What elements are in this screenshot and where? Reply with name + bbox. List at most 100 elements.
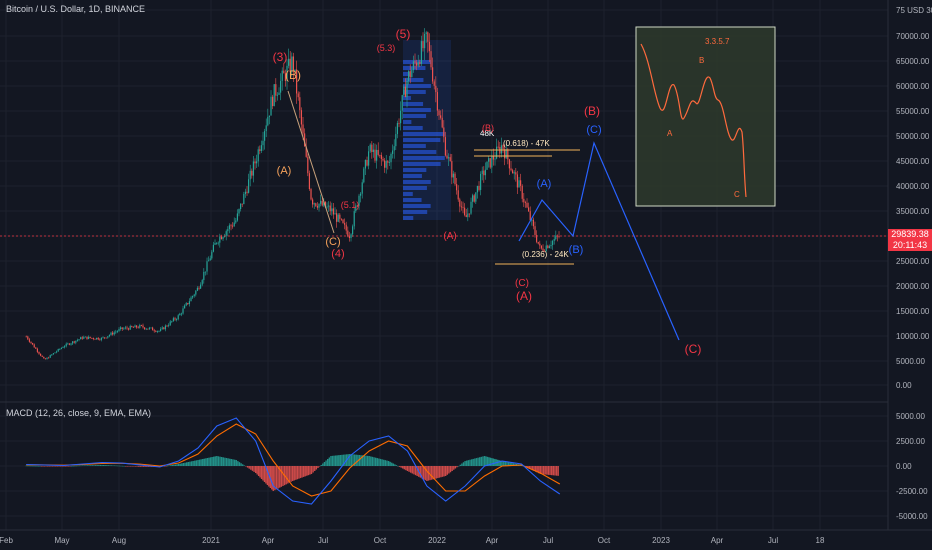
- macd-histogram-bar: [392, 463, 395, 466]
- candle-body: [198, 287, 200, 289]
- macd-histogram-bar: [66, 466, 68, 467]
- trend-line-b-c: [287, 90, 335, 234]
- macd-histogram-bar: [426, 466, 428, 481]
- candle-body: [99, 339, 101, 341]
- candle-body: [176, 319, 178, 320]
- candle-body: [68, 343, 71, 345]
- candle-body: [345, 224, 347, 231]
- macd-histogram-bar: [358, 455, 361, 466]
- macd-histogram-bar: [125, 466, 127, 467]
- macd-histogram-bar: [81, 465, 84, 466]
- candle-body: [376, 149, 378, 161]
- volume-profile-bar: [403, 120, 412, 124]
- macd-histogram-bar: [409, 466, 412, 473]
- macd-histogram-bar: [131, 466, 133, 467]
- time-tick-label: May: [54, 536, 69, 545]
- candle-body: [401, 95, 403, 111]
- macd-histogram-bar: [554, 466, 556, 476]
- candle-body: [292, 56, 295, 72]
- candle-body: [33, 344, 35, 348]
- candle-body: [272, 96, 274, 107]
- macd-histogram-bar: [494, 458, 496, 466]
- macd-histogram-bar: [144, 466, 146, 467]
- candle-body: [326, 206, 328, 208]
- candle-body: [416, 62, 418, 66]
- candle-body: [201, 280, 203, 285]
- candle-body: [153, 330, 155, 332]
- macd-histogram-bar: [419, 466, 422, 478]
- macd-histogram-bar: [295, 466, 297, 480]
- candle-body: [302, 124, 304, 134]
- macd-tick-label: 5000.00: [896, 412, 925, 421]
- candle-body: [43, 356, 45, 359]
- candle-body: [256, 161, 258, 164]
- candle-body: [523, 198, 525, 203]
- candle-body: [342, 219, 344, 224]
- macd-histogram-bar: [557, 466, 559, 476]
- macd-histogram-bar: [421, 466, 423, 479]
- candle-body: [280, 80, 282, 93]
- candle-body: [46, 357, 48, 360]
- candle-body: [473, 195, 475, 202]
- candle-body: [433, 81, 435, 86]
- macd-histogram-bar: [206, 458, 209, 466]
- macd-title: MACD (12, 26, close, 9, EMA, EMA): [6, 408, 152, 418]
- candle-body: [134, 325, 136, 328]
- macd-histogram-bar: [282, 466, 284, 486]
- candle-body: [110, 332, 112, 335]
- candle-body: [267, 116, 269, 126]
- candle-body: [507, 149, 509, 160]
- candle-body: [278, 92, 280, 95]
- candle-body: [212, 244, 215, 252]
- candle-body: [136, 325, 138, 328]
- macd-histogram-bar: [290, 466, 292, 482]
- macd-histogram-bar: [405, 466, 407, 471]
- macd-histogram-bar: [403, 466, 405, 470]
- macd-histogram-bar: [91, 465, 94, 466]
- candle-body: [443, 127, 445, 138]
- candle-body: [308, 173, 311, 190]
- candle-body: [377, 149, 379, 155]
- macd-histogram-bar: [512, 463, 515, 466]
- macd-histogram-bar: [486, 456, 489, 466]
- macd-histogram-bar: [243, 465, 246, 466]
- macd-histogram-bar: [104, 465, 106, 466]
- candle-body: [168, 325, 170, 327]
- macd-histogram-bar: [374, 457, 377, 466]
- macd-histogram-bar: [444, 466, 447, 476]
- macd-histogram-bar: [266, 466, 269, 485]
- candle-body: [139, 325, 141, 328]
- candle-body: [32, 342, 34, 345]
- macd-histogram-bar: [386, 460, 388, 466]
- candle-body: [228, 225, 231, 230]
- macd-histogram-bar: [187, 462, 189, 466]
- wave-label: (A): [537, 178, 552, 190]
- price-tick-label: 20000.00: [896, 282, 930, 291]
- macd-histogram-bar: [112, 465, 114, 466]
- candle-body: [347, 230, 349, 237]
- candle-body: [435, 85, 437, 93]
- macd-histogram-bar: [256, 466, 258, 475]
- macd-histogram-bar: [121, 465, 124, 467]
- candle-body: [520, 180, 522, 186]
- macd-histogram-bar: [250, 466, 252, 470]
- candle-body: [123, 328, 125, 330]
- macd-histogram-bar: [177, 464, 180, 466]
- macd-tick-label: -2500.00: [896, 487, 928, 496]
- candle-body: [480, 173, 482, 190]
- macd-histogram-bar: [237, 461, 239, 466]
- candle-body: [209, 258, 211, 261]
- price-tick-label: 25000.00: [896, 257, 930, 266]
- macd-histogram-bar: [360, 455, 362, 466]
- macd-histogram-bar: [550, 466, 553, 476]
- candle-body: [296, 69, 298, 94]
- candle-body: [425, 32, 427, 34]
- candle-body: [30, 341, 32, 343]
- candle-body: [404, 86, 407, 97]
- candle-body: [318, 203, 320, 208]
- candle-body: [424, 33, 426, 49]
- macd-histogram-bar: [208, 457, 210, 466]
- macd-histogram-bar: [391, 462, 393, 466]
- candle-body: [369, 144, 371, 152]
